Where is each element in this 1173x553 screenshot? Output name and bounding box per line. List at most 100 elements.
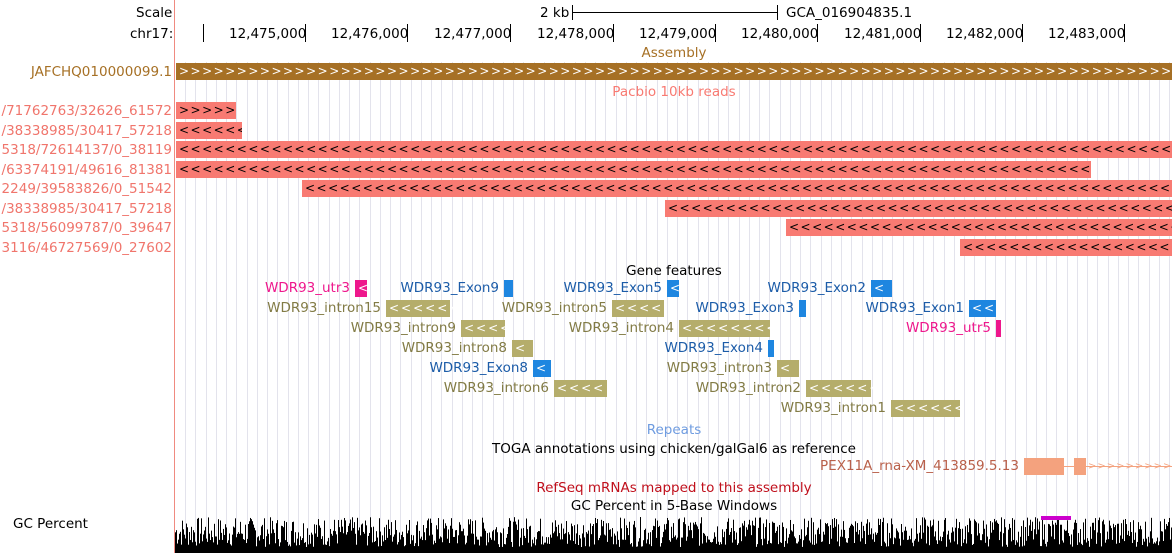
gc-bar [608,523,609,553]
gc-bar [984,528,985,553]
gc-bar [429,535,430,553]
gene-feature-intron[interactable]: <<<< [612,300,664,317]
gene-feature-label[interactable]: WDR93_utr5 [905,320,991,336]
gene-feature-label[interactable]: WDR93_intron6 [443,380,549,396]
gene-feature-exon[interactable]: < [533,360,551,377]
pacbio-read-bar[interactable]: >>>>>>>>>>>>>>>>>>>>>>>>>>>>>>>>>>>>>>>>… [176,102,236,119]
gc-track-label[interactable]: GC Percent [13,516,88,532]
gene-feature-exon[interactable]: < [871,280,892,297]
gene-feature-exon[interactable] [504,280,513,297]
gene-feature-label[interactable]: WDR93_intron9 [350,320,456,336]
pacbio-read-bar[interactable]: <<<<<<<<<<<<<<<<<<<<<<<<<<<<<<<<<<<<<<<<… [302,180,1172,197]
gc-bar [955,527,956,553]
gc-bar [458,535,459,553]
gc-bar [540,518,541,553]
gene-feature-intron[interactable]: <<<< [461,320,510,337]
gc-bar [203,534,204,553]
gene-feature-label[interactable]: WDR93_Exon3 [695,300,794,316]
gene-feature-label[interactable]: WDR93_Exon9 [400,280,499,296]
grid-line [882,62,883,553]
toga-gene-label[interactable]: PEX11A_rna-XM_413859.5.13 [820,458,1019,474]
gc-bar [428,518,429,553]
gc-bar [394,534,395,553]
gc-bar [1009,523,1010,553]
grid-line [267,62,268,553]
gene-feature-label[interactable]: WDR93_intron1 [780,400,886,416]
pacbio-read-bar[interactable]: <<<<<<<<<<<<<<<<<<<<<<<<<<<<<<<<<<<<<<<<… [176,160,1091,178]
pacbio-read-label[interactable]: /63374191/49616_81381 [1,161,172,178]
gc-bar [230,544,231,553]
ruler-position-label: 12,482,000 [946,26,1024,42]
gc-bar [938,520,939,553]
gc-bar [405,545,406,553]
gene-feature-intron[interactable]: <<<<<< [386,300,459,317]
gc-bar [505,544,506,553]
gene-feature-label[interactable]: WDR93_intron8 [401,340,507,356]
gene-feature-intron[interactable]: < [512,340,533,357]
gc-bar [1148,536,1149,553]
pacbio-read-bar[interactable]: <<<<<<<<<<<<<<<<<<<<<<<<<<<<<<<<<<<<<<<<… [176,141,1172,158]
gene-feature-label[interactable]: WDR93_Exon4 [664,340,763,356]
pacbio-read-bar[interactable]: <<<<<<<<<<<<<<<<<<<<<<<<<<<<<<<<<<<<<<<<… [176,121,242,139]
gene-feature-utr[interactable] [996,320,1001,337]
gc-bar [282,526,283,553]
pacbio-read-label[interactable]: 3116/46727569/0_27602 [1,239,172,256]
gene-feature-label[interactable]: WDR93_intron4 [568,320,674,336]
gene-feature-exon[interactable]: << [969,300,996,317]
pacbio-read-label[interactable]: /38338985/30417_57218 [1,200,172,217]
gc-bar [922,517,923,553]
gene-feature-label[interactable]: WDR93_Exon5 [563,280,662,296]
gc-percent-wiggle[interactable] [175,515,1172,553]
gene-feature-intron[interactable]: < [777,360,799,377]
gc-bar [407,533,408,553]
gc-bar [838,524,839,553]
gene-feature-exon[interactable]: < [667,280,680,297]
gene-feature-label[interactable]: WDR93_utr3 [264,280,350,296]
gene-feature-intron[interactable]: <<<<<<<< [679,320,776,337]
gene-feature-utr[interactable]: < [355,280,368,297]
gc-bar [1136,546,1137,553]
gc-bar [1110,525,1111,553]
gene-feature-intron[interactable]: <<<<<< [806,380,879,397]
assembly-track-label[interactable]: JAFCHQ010000099.1 [30,64,172,80]
gene-feature-label[interactable]: WDR93_intron3 [666,360,772,376]
gc-bar [248,524,249,553]
pacbio-read-bar[interactable]: <<<<<<<<<<<<<<<<<<<<<<<<<<<<<<<<<<<<<<<<… [665,199,1172,217]
pacbio-read-label[interactable]: 5318/56099787/0_39647 [1,220,172,236]
gc-bar [967,524,968,553]
gc-bar [572,526,573,553]
assembly-contig-bar[interactable]: >>>>>>>>>>>>>>>>>>>>>>>>>>>>>>>>>>>>>>>>… [176,63,1172,80]
pacbio-read-bar[interactable]: <<<<<<<<<<<<<<<<<<<<<<<<<<<<<<<<<<<<<<<<… [786,219,1172,236]
gc-bar [255,530,256,553]
gene-feature-intron[interactable]: <<<< [554,380,607,397]
gene-feature-label[interactable]: WDR93_Exon2 [767,280,866,296]
gene-feature-exon[interactable] [768,340,774,357]
gc-bar [742,523,743,553]
gc-bar [436,525,437,553]
gc-bar [1090,526,1091,553]
gc-bar [614,533,615,553]
gene-feature-label[interactable]: WDR93_intron5 [501,300,607,316]
scalebar-end-left [572,5,573,20]
grid-line [1149,62,1150,553]
gc-bar [840,536,841,553]
gene-feature-label[interactable]: WDR93_intron15 [267,300,381,316]
gc-bar [804,518,805,553]
gene-feature-intron[interactable]: <<<<<< [891,400,964,417]
grid-line [370,62,371,553]
toga-gene[interactable]: >>>>>>>>>> [1024,458,1173,475]
gc-bar [728,518,729,553]
pacbio-read-bar[interactable]: <<<<<<<<<<<<<<<<<<<<<<<<<<<<<<<<<<<<<<<<… [960,238,1172,256]
gc-bar [593,524,594,553]
gene-feature-label[interactable]: WDR93_Exon8 [429,360,528,376]
pacbio-read-label[interactable]: 2249/39583826/0_51542 [1,181,172,197]
gene-feature-label[interactable]: WDR93_Exon1 [865,300,964,316]
gc-bar [963,542,964,553]
pacbio-read-label[interactable]: /71762763/32626_61572 [1,103,172,119]
gc-bar [580,538,581,553]
gene-feature-label[interactable]: WDR93_intron2 [695,380,801,396]
pacbio-read-label[interactable]: 5318/72614137/0_38119 [1,142,172,158]
gc-bar [1001,517,1002,553]
gene-feature-exon[interactable] [799,300,806,317]
pacbio-read-label[interactable]: /38338985/30417_57218 [1,122,172,139]
